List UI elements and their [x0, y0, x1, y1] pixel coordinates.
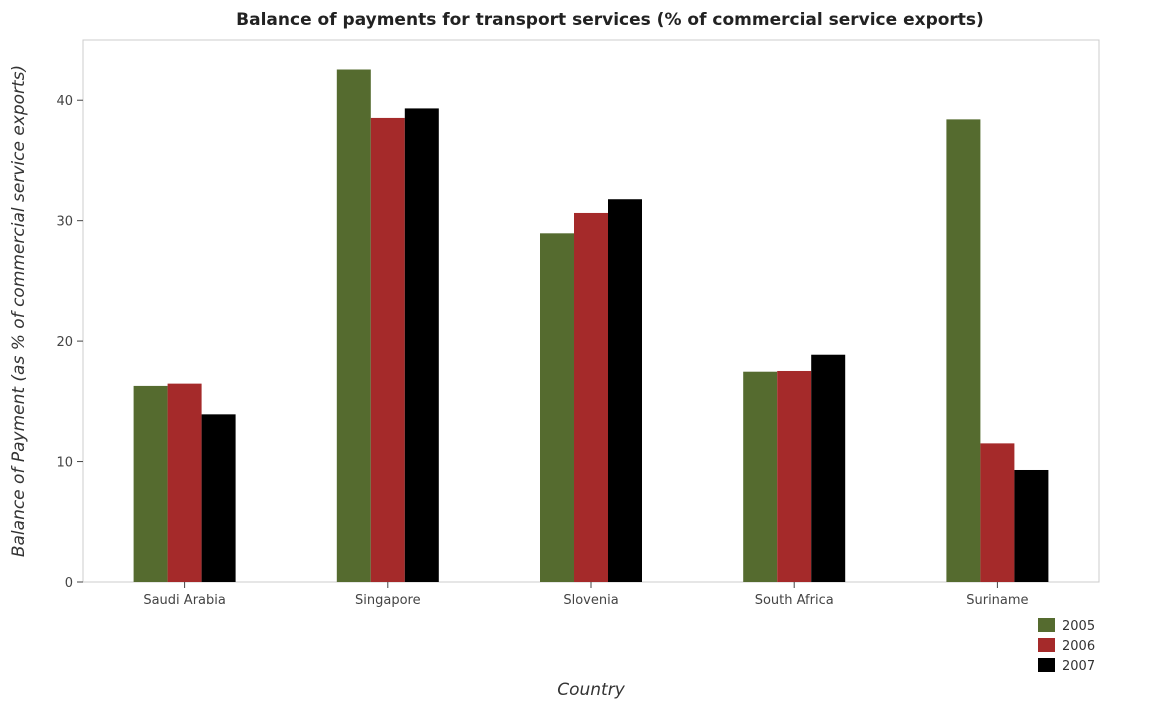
x-axis-label: Country: [557, 680, 625, 700]
bar-2005-south-africa: [743, 371, 778, 582]
bar-2007-suriname: [1014, 469, 1049, 582]
bar-2005-suriname: [946, 119, 981, 582]
bar-2006-south-africa: [777, 370, 812, 582]
y-tick-label: 30: [56, 215, 73, 230]
legend-label-2006: 2006: [1062, 639, 1095, 654]
bar-2007-south-africa: [811, 354, 846, 582]
x-tick-label: South Africa: [755, 593, 834, 608]
x-tick-label: Slovenia: [563, 593, 618, 608]
bars: [133, 69, 1049, 583]
bar-2005-slovenia: [540, 233, 574, 582]
x-tick-label: Singapore: [355, 593, 421, 608]
bar-2007-saudi-arabia: [201, 414, 236, 582]
y-axis-label: Balance of Payment (as % of commercial s…: [9, 65, 29, 557]
x-tick-label: Saudi Arabia: [143, 593, 226, 608]
y-axis-ticks: 0 10 20 30 40: [56, 94, 83, 591]
x-axis-ticks: Saudi Arabia Singapore Slovenia South Afric…: [143, 582, 1029, 608]
legend-swatch-2007: [1038, 658, 1055, 672]
legend-swatch-2006: [1038, 638, 1055, 652]
y-tick-label: 10: [56, 456, 73, 471]
legend: 2005 2006 2007: [1038, 618, 1095, 674]
x-tick-label: Suriname: [966, 593, 1028, 608]
legend-label-2005: 2005: [1062, 619, 1095, 634]
bar-2007-slovenia: [608, 199, 642, 583]
bar-2007-singapore: [404, 108, 439, 582]
legend-swatch-2005: [1038, 618, 1055, 632]
y-tick-label: 20: [56, 335, 73, 350]
bar-2006-singapore: [370, 117, 405, 583]
bar-2006-saudi-arabia: [167, 383, 202, 582]
y-tick-label: 0: [65, 576, 73, 591]
bar-2005-saudi-arabia: [133, 385, 168, 582]
y-tick-label: 40: [56, 94, 73, 109]
bar-2005-singapore: [336, 69, 371, 582]
bar-2006-slovenia: [574, 212, 608, 582]
chart-title: Balance of payments for transport servic…: [236, 10, 984, 30]
bar-2006-suriname: [980, 443, 1015, 582]
legend-label-2007: 2007: [1062, 659, 1095, 674]
